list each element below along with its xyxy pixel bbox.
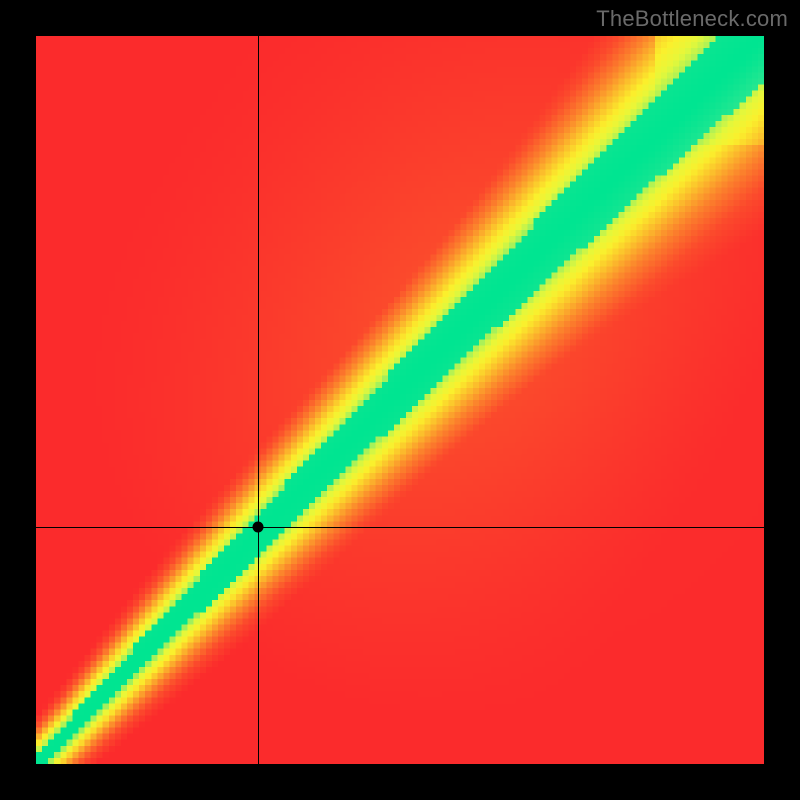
crosshair-vertical xyxy=(258,36,259,764)
heatmap-canvas xyxy=(36,36,764,764)
watermark-text: TheBottleneck.com xyxy=(596,6,788,32)
marker-point xyxy=(253,522,264,533)
heatmap-plot xyxy=(36,36,764,764)
crosshair-horizontal xyxy=(36,527,764,528)
